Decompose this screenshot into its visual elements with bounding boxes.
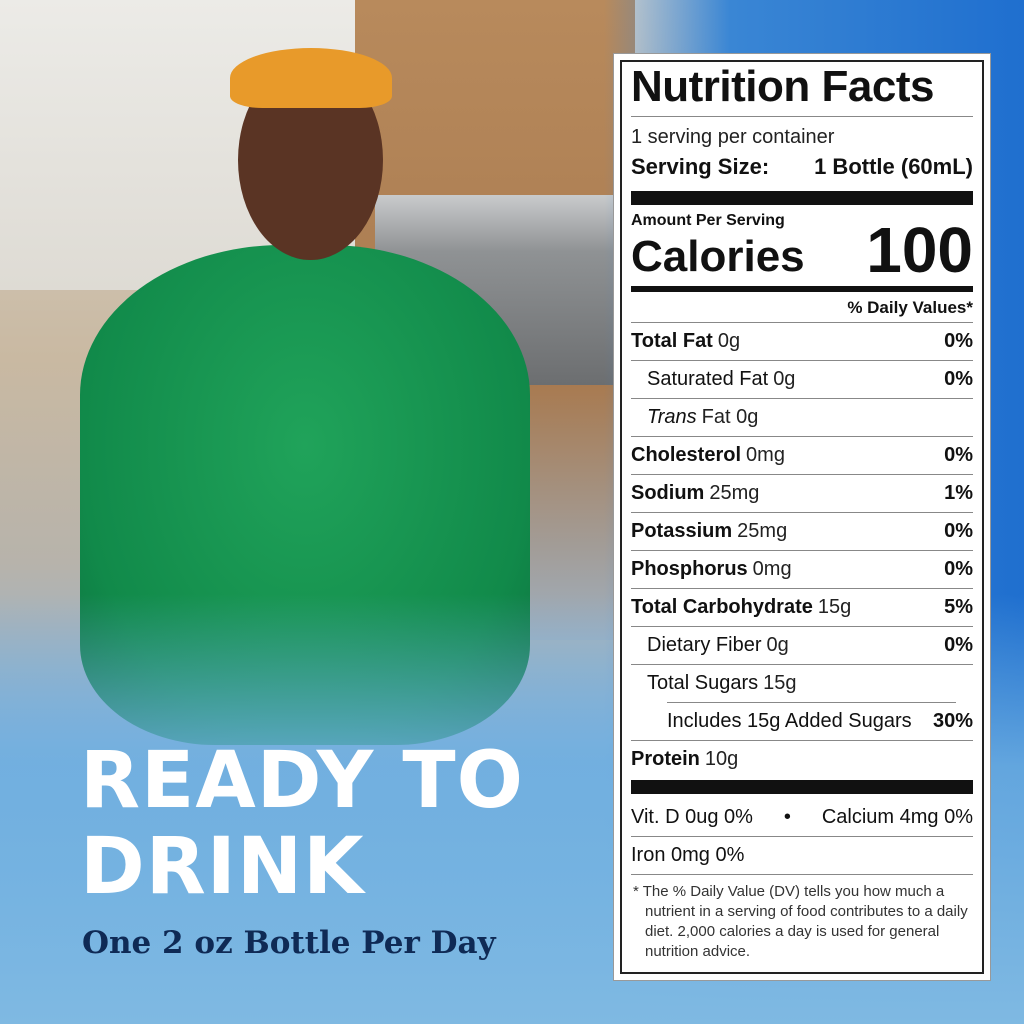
nutrient-row: Sodium 25mg 1%: [631, 474, 973, 512]
nutrient-percent: 0%: [944, 443, 973, 466]
divider: [631, 588, 973, 589]
serving-size: Serving Size: 1 Bottle (60mL): [631, 154, 973, 180]
nutrient-name: Total Fat: [631, 329, 713, 352]
nutrient-row: Saturated Fat 0g 0%: [631, 360, 973, 398]
nutrient-percent: 5%: [944, 595, 973, 618]
nutrient-amount: 15g: [817, 595, 852, 618]
nutrient-name: Total Sugars: [647, 671, 759, 694]
divider: [631, 116, 973, 117]
divider: [631, 512, 973, 513]
dv-header: % Daily Values*: [847, 298, 973, 317]
nutrient-name: Trans: [647, 405, 697, 428]
iron-row: Iron 0mg 0%: [631, 836, 973, 874]
nutrient-row: Total Sugars 15g: [631, 664, 973, 702]
nutrient-name: Includes 15g Added Sugars: [667, 709, 912, 732]
divider: [631, 626, 973, 627]
vitamins-row: Vit. D 0ug 0% • Calcium 4mg 0%: [631, 798, 973, 836]
divider: [631, 740, 973, 741]
nutrition-label: Nutrition Facts 1 serving per container …: [613, 53, 991, 981]
nutrient-name: Sodium: [631, 481, 705, 504]
nutrient-amount: 10g: [704, 747, 739, 770]
calories-value: 100: [866, 214, 973, 286]
nutrient-percent: 0%: [944, 519, 973, 542]
divider: [631, 474, 973, 475]
headband: [230, 48, 392, 108]
calories-label: Calories: [631, 232, 805, 281]
label-title: Nutrition Facts: [631, 62, 934, 111]
nutrient-name: Protein: [631, 747, 700, 770]
nutrient-percent: 1%: [944, 481, 973, 504]
serving-size-value: 1 Bottle (60mL): [814, 154, 973, 179]
divider: [667, 702, 956, 703]
nutrient-row: Trans Fat 0g: [631, 398, 973, 436]
divider: [631, 550, 973, 551]
nutrient-amount: 15g: [763, 671, 797, 694]
divider: [631, 664, 973, 665]
nutrient-amount: 0g: [766, 633, 789, 656]
calcium: Calcium 4mg 0%: [821, 805, 973, 828]
headline: READY TO DRINK: [80, 738, 524, 910]
thick-divider: [631, 780, 973, 794]
nutrient-amount: 25mg: [709, 481, 760, 504]
subtitle: One 2 oz Bottle Per Day: [82, 925, 496, 961]
nutrient-amount: 25mg: [737, 519, 788, 542]
nutrient-name: Potassium: [631, 519, 733, 542]
divider: [631, 322, 973, 323]
iron: Iron 0mg 0%: [631, 843, 745, 866]
label-border: [620, 60, 984, 974]
nutrient-percent: 30%: [932, 709, 973, 732]
nutrient-percent: 0%: [944, 329, 973, 352]
nutrient-percent: 0%: [944, 557, 973, 580]
serving-size-label: Serving Size:: [631, 154, 770, 179]
nutrient-row: Phosphorus 0mg 0%: [631, 550, 973, 588]
nutrient-amount: 0mg: [746, 443, 785, 466]
vit-d: Vit. D 0ug 0%: [631, 805, 753, 828]
nutrient-row: Total Fat 0g 0%: [631, 322, 973, 360]
nutrient-name: Phosphorus: [631, 557, 748, 580]
nutrient-amount: 0g: [773, 367, 796, 390]
nutrient-row: Protein 10g: [631, 740, 973, 778]
bullet: •: [783, 805, 791, 828]
divider: [631, 836, 973, 837]
amount-per-serving: Amount Per Serving: [631, 212, 785, 229]
calories-row: Calories 100: [631, 218, 973, 282]
nutrient-name: Cholesterol: [631, 443, 742, 466]
nutrient-amount: 0mg: [752, 557, 792, 580]
nutrient-percent: 0%: [944, 367, 973, 390]
nutrient-row: Includes 15g Added Sugars 30%: [631, 702, 973, 740]
nutrient-name: Saturated Fat: [647, 367, 769, 390]
divider: [631, 436, 973, 437]
nutrient-amount: 0g: [717, 329, 741, 352]
nutrient-row: Total Carbohydrate 15g 5%: [631, 588, 973, 626]
divider: [631, 360, 973, 361]
divider: [631, 874, 973, 875]
headline-line1: READY TO: [80, 736, 524, 826]
nutrient-row: Dietary Fiber 0g 0%: [631, 626, 973, 664]
thick-divider: [631, 286, 973, 292]
footnote: * The % Daily Value (DV) tells you how m…: [633, 883, 968, 960]
nutrient-row: Cholesterol 0mg 0%: [631, 436, 973, 474]
servings: 1 serving per container: [631, 126, 835, 148]
nutrient-amount: Fat 0g: [701, 405, 759, 428]
nutrient-name: Dietary Fiber: [647, 633, 762, 656]
nutrient-name: Total Carbohydrate: [631, 595, 813, 618]
nutrient-percent: 0%: [944, 633, 973, 656]
nutrient-row: Potassium 25mg 0%: [631, 512, 973, 550]
divider: [631, 398, 973, 399]
headline-line2: DRINK: [80, 822, 365, 912]
thick-divider: [631, 191, 973, 205]
